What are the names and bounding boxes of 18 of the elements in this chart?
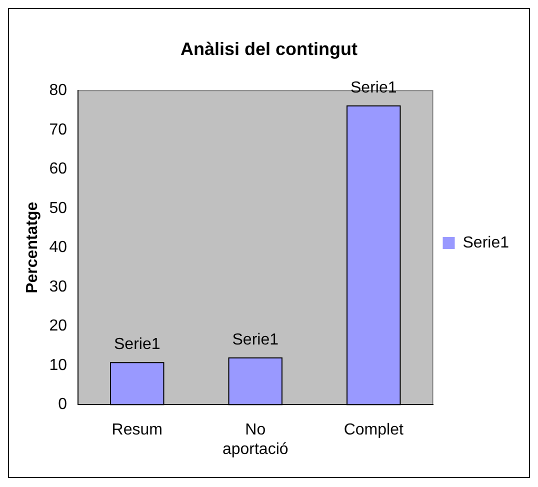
x-tick-label: No aportació <box>222 422 288 458</box>
annotation: Serie1 <box>350 79 397 96</box>
chart-title: Anàlisi del contingut <box>180 38 358 59</box>
x-tick-label: Resum <box>112 422 162 439</box>
annotation: Serie1 <box>232 331 279 348</box>
y-tick-label: 70 <box>49 121 68 138</box>
y-tick-label: 10 <box>49 356 68 374</box>
x-tick-label: Complet <box>344 422 404 439</box>
y-tick-label: 60 <box>49 160 68 178</box>
y-tick-label: 0 <box>58 396 68 414</box>
y-tick-label: 30 <box>49 278 68 296</box>
y-tick-label: 80 <box>49 82 68 100</box>
y-tick-label: 20 <box>49 318 68 335</box>
y-axis-title: Percentatge <box>24 202 42 294</box>
y-tick-label: 40 <box>49 239 68 256</box>
annotation: Serie1 <box>114 336 160 354</box>
legend-label: Serie1 <box>462 234 510 252</box>
y-tick-label: 50 <box>49 200 68 217</box>
